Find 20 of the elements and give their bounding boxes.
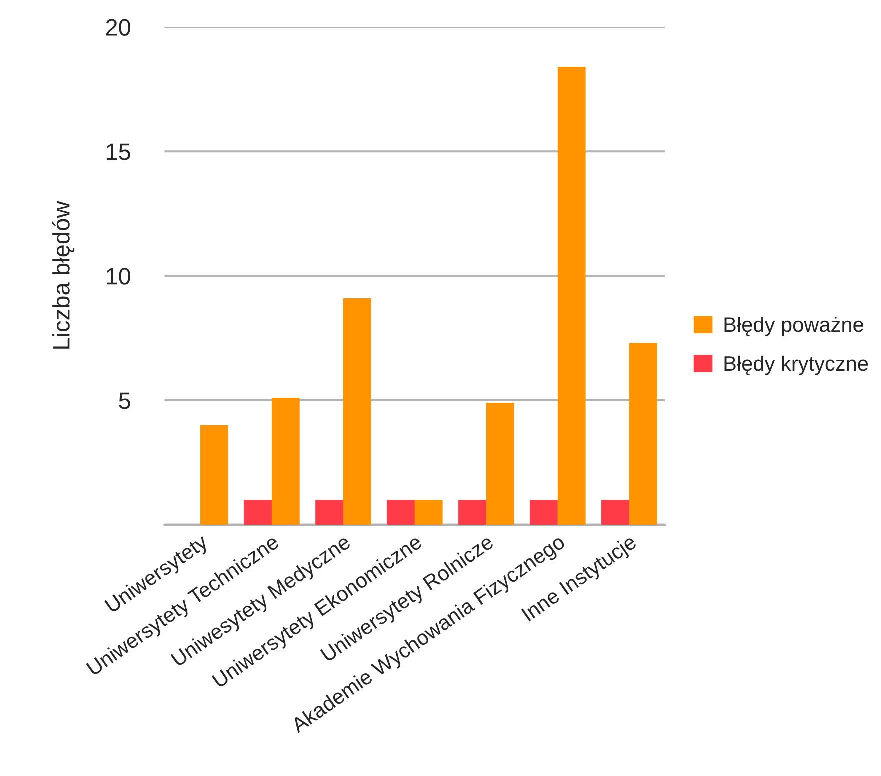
y-axis-title: Liczba błędów [52,201,75,349]
bar [343,298,372,525]
legend-label: Błędy krytyczne [724,356,868,376]
bar [629,343,658,525]
bar [486,403,514,525]
bar [602,500,630,525]
y-tick-label: 15 [106,144,130,160]
bar [272,398,300,525]
bar [200,425,228,525]
bar [244,500,272,525]
bar [558,66,586,525]
bar [530,500,558,525]
y-tick-label: 5 [119,392,130,410]
bar [316,500,344,525]
bar [458,500,486,525]
bar [387,500,415,525]
y-tick-label: 10 [106,268,130,285]
legend-label: Błędy poważne [724,316,864,336]
y-tick-label: 20 [106,19,130,36]
bar [414,500,443,525]
